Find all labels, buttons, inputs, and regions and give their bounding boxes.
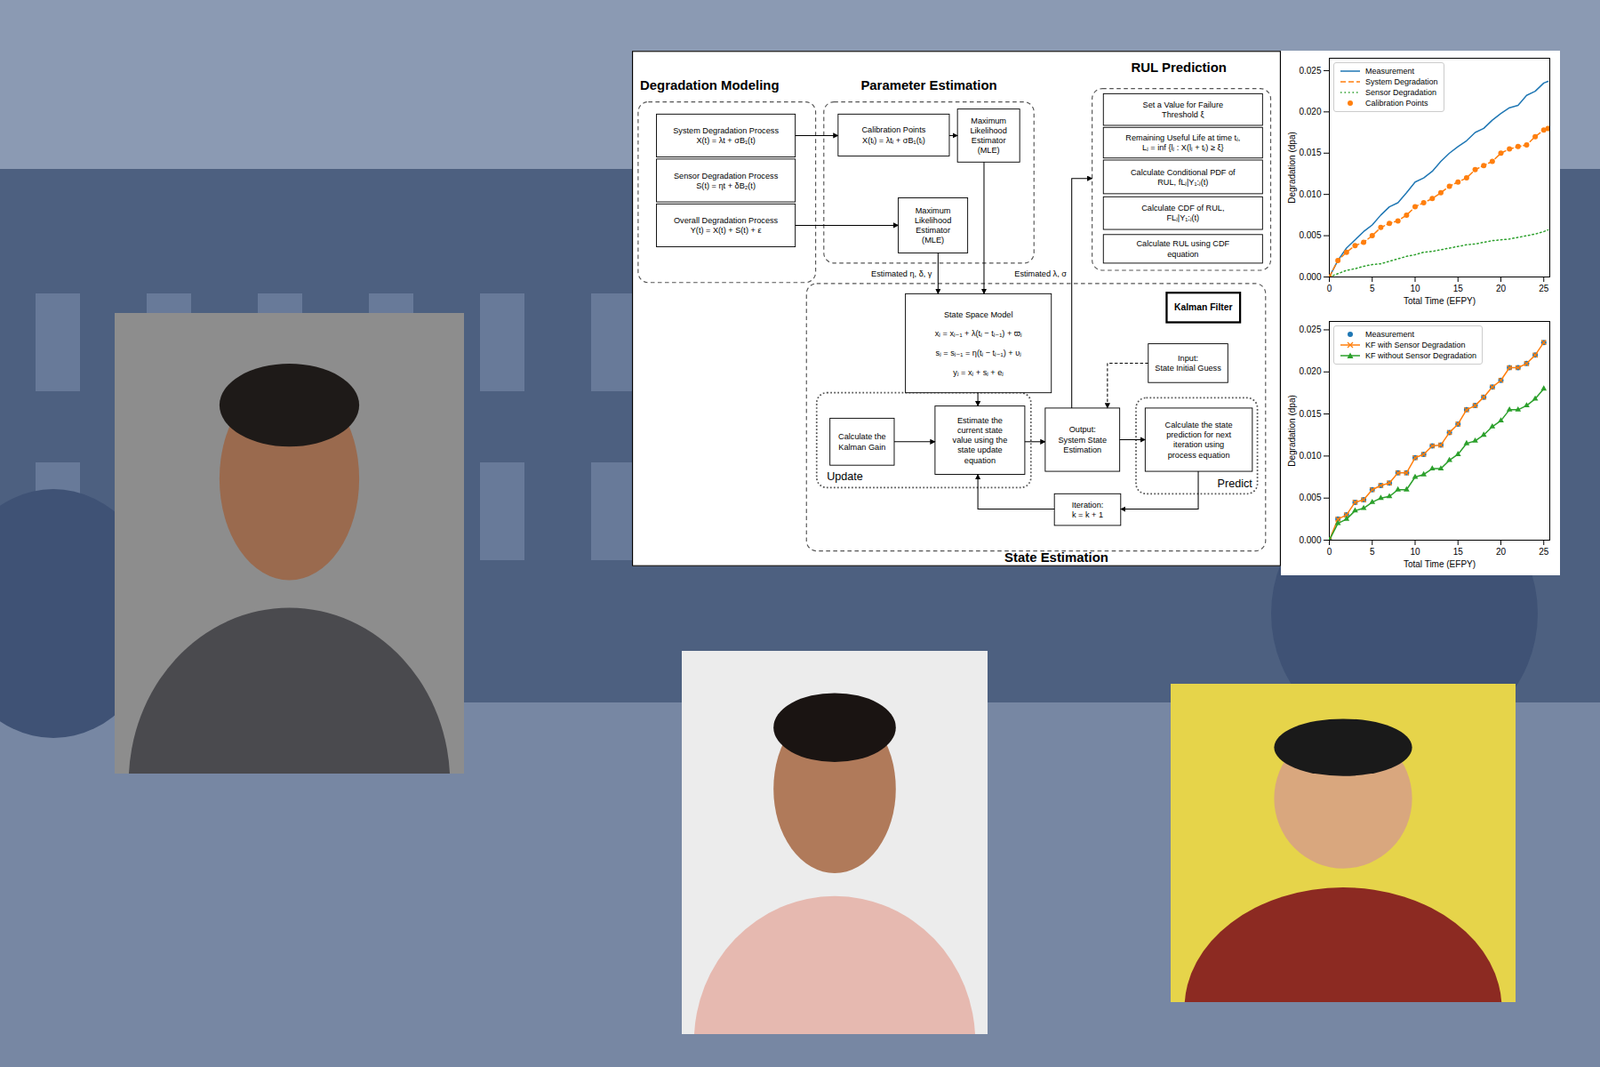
svg-text:prediction for next: prediction for next [1166, 430, 1232, 440]
svg-text:0.025: 0.025 [1298, 65, 1321, 76]
svg-text:Total Time (EFPY): Total Time (EFPY) [1403, 296, 1476, 306]
svg-text:Total Time (EFPY): Total Time (EFPY) [1403, 559, 1476, 569]
html-text:KF with Sensor Degradation: KF with Sensor Degradation [1365, 340, 1466, 350]
svg-text:Calibration Points: Calibration Points [861, 125, 926, 135]
svg-text:State Space Model: State Space Model [944, 310, 1013, 320]
svg-text:System Degradation Process: System Degradation Process [672, 126, 779, 136]
svg-text:FLⱼ|Y₁:ⱼ(t): FLⱼ|Y₁:ⱼ(t) [1166, 213, 1200, 223]
svg-text:iteration using: iteration using [1173, 440, 1224, 449]
html-text:Sensor Degradation: Sensor Degradation [1365, 88, 1437, 97]
svg-text:10: 10 [1409, 546, 1421, 557]
svg-text:Calculate RUL using CDF: Calculate RUL using CDF [1136, 239, 1230, 248]
html-text:Measurement: Measurement [1365, 329, 1415, 339]
svg-text:0.020: 0.020 [1298, 366, 1321, 376]
svg-text:Update: Update [826, 470, 864, 483]
svg-text:Lⱼ = inf {lⱼ : X(lⱼ + tⱼ) ≥ ξ}: Lⱼ = inf {lⱼ : X(lⱼ + tⱼ) ≥ ξ} [1142, 143, 1224, 152]
svg-text:5: 5 [1369, 283, 1376, 294]
svg-text:Degradation Modeling: Degradation Modeling [640, 77, 780, 93]
svg-text:Calculate CDF of RUL,: Calculate CDF of RUL, [1141, 203, 1224, 213]
svg-text:Degradation (dpa): Degradation (dpa) [1287, 394, 1297, 467]
svg-text:Likelihood: Likelihood [969, 126, 1007, 136]
html-text:Measurement: Measurement [1365, 66, 1415, 76]
svg-text:Kalman Filter: Kalman Filter [1174, 302, 1232, 312]
html-text:KF without Sensor Degradation: KF without Sensor Degradation [1365, 351, 1477, 360]
svg-text:Estimated λ, σ: Estimated λ, σ [1014, 269, 1067, 279]
svg-text:20: 20 [1496, 283, 1507, 294]
svg-text:Calculate the state: Calculate the state [1165, 420, 1233, 430]
svg-text:20: 20 [1496, 546, 1507, 557]
svg-text:Iteration:: Iteration: [1072, 500, 1104, 510]
html-text:Calibration Points: Calibration Points [1365, 98, 1428, 108]
svg-text:current state: current state [957, 425, 1003, 435]
svg-text:Sensor Degradation Process: Sensor Degradation Process [673, 171, 779, 181]
svg-text:Calculate the: Calculate the [838, 432, 887, 441]
svg-text:Maximum: Maximum [970, 116, 1007, 126]
svg-text:0.005: 0.005 [1298, 492, 1321, 503]
svg-text:(MLE): (MLE) [977, 145, 1000, 155]
svg-text:equation: equation [964, 456, 996, 465]
svg-text:0.000: 0.000 [1298, 272, 1321, 282]
svg-text:Set a Value for Failure: Set a Value for Failure [1143, 100, 1224, 110]
svg-text:5: 5 [1369, 546, 1376, 557]
svg-text:Parameter Estimation: Parameter Estimation [860, 77, 997, 93]
svg-text:process equation: process equation [1168, 450, 1231, 460]
svg-text:Calculate Conditional PDF of: Calculate Conditional PDF of [1130, 168, 1236, 177]
svg-text:0: 0 [1327, 283, 1333, 294]
svg-text:25: 25 [1538, 283, 1550, 294]
svg-text:Overall Degradation Process: Overall Degradation Process [673, 216, 779, 225]
svg-text:Likelihood: Likelihood [914, 216, 952, 225]
svg-text:sⱼ = sⱼ₋₁ = η(tⱼ − tⱼ₋₁) + υⱼ: sⱼ = sⱼ₋₁ = η(tⱼ − tⱼ₋₁) + υⱼ [936, 348, 1023, 358]
svg-text:Threshold ξ: Threshold ξ [1161, 110, 1204, 120]
svg-text:0.015: 0.015 [1298, 408, 1321, 419]
svg-text:value using the: value using the [952, 435, 1008, 445]
svg-text:Degradation (dpa): Degradation (dpa) [1287, 131, 1297, 204]
svg-text:(MLE): (MLE) [921, 235, 944, 245]
svg-text:0.020: 0.020 [1298, 106, 1321, 117]
svg-text:0.010: 0.010 [1298, 189, 1321, 200]
svg-text:Input:: Input: [1177, 353, 1199, 363]
svg-text:Output:: Output: [1069, 425, 1096, 435]
svg-text:k = k + 1: k = k + 1 [1072, 510, 1104, 520]
svg-text:yⱼ = xⱼ + sⱼ + eⱼ: yⱼ = xⱼ + sⱼ + eⱼ [952, 368, 1004, 377]
svg-text:state update: state update [957, 445, 1003, 455]
svg-text:Remaining Useful Life at time: Remaining Useful Life at time tⱼ, [1125, 133, 1240, 143]
svg-text:X(t) = λt + σB₁(t): X(t) = λt + σB₁(t) [696, 136, 755, 145]
svg-text:Kalman Gain: Kalman Gain [838, 442, 886, 452]
svg-text:0.010: 0.010 [1298, 450, 1321, 461]
svg-text:0.015: 0.015 [1298, 147, 1321, 158]
svg-text:Estimate the: Estimate the [957, 416, 1003, 425]
svg-text:Y(t) = X(t) + S(t) + ε: Y(t) = X(t) + S(t) + ε [690, 225, 762, 235]
html-text:System Degradation: System Degradation [1365, 77, 1438, 87]
svg-text:State Initial Guess: State Initial Guess [1154, 363, 1222, 373]
svg-text:X(tᵢ) = λtᵢ + σB₁(tᵢ): X(tᵢ) = λtᵢ + σB₁(tᵢ) [862, 136, 926, 145]
svg-text:Predict: Predict [1217, 477, 1254, 490]
svg-text:Maximum: Maximum [915, 206, 952, 216]
svg-text:RUL Prediction: RUL Prediction [1131, 59, 1227, 75]
svg-text:equation: equation [1167, 249, 1199, 259]
svg-text:Estimator: Estimator [915, 225, 951, 235]
svg-text:Estimation: Estimation [1063, 445, 1102, 455]
svg-text:15: 15 [1453, 546, 1464, 557]
svg-text:State Estimation: State Estimation [1004, 549, 1109, 565]
svg-text:15: 15 [1453, 283, 1464, 294]
svg-text:0.005: 0.005 [1298, 230, 1321, 240]
svg-text:0.025: 0.025 [1298, 324, 1321, 335]
svg-text:25: 25 [1538, 546, 1550, 557]
svg-text:Estimated η, δ, γ: Estimated η, δ, γ [871, 269, 933, 279]
svg-text:0.000: 0.000 [1298, 535, 1321, 545]
svg-text:S(t) = ηt + δB₂(t): S(t) = ηt + δB₂(t) [696, 181, 756, 191]
svg-text:10: 10 [1409, 283, 1421, 294]
svg-text:System State: System State [1057, 435, 1107, 445]
svg-text:Estimator: Estimator [971, 136, 1007, 145]
svg-text:RUL, fLⱼ|Y₁:ⱼ(t): RUL, fLⱼ|Y₁:ⱼ(t) [1157, 177, 1208, 187]
svg-text:xⱼ = xⱼ₋₁ + λ(tⱼ − tⱼ₋₁) + ϖⱼ: xⱼ = xⱼ₋₁ + λ(tⱼ − tⱼ₋₁) + ϖⱼ [935, 328, 1023, 338]
svg-text:0: 0 [1327, 546, 1333, 557]
